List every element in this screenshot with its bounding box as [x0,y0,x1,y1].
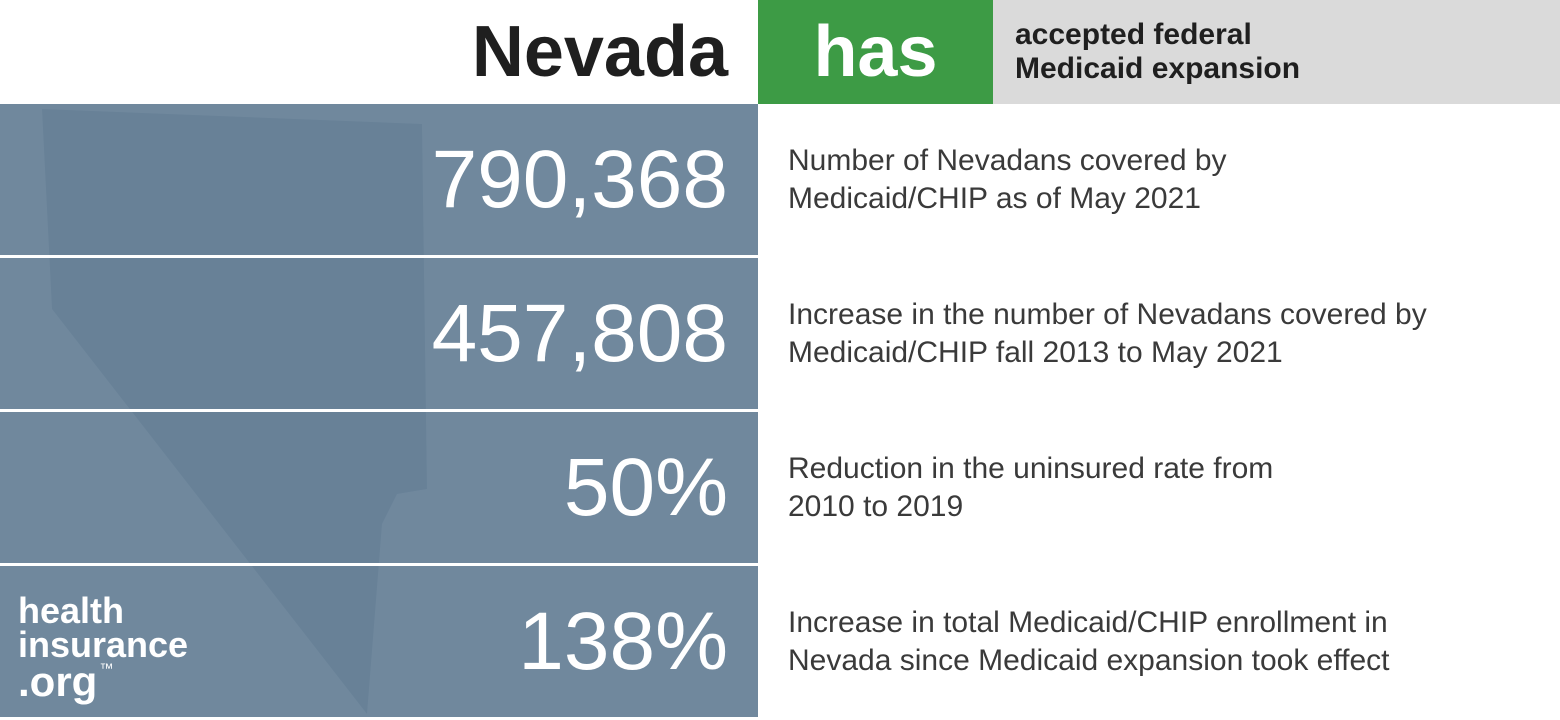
stat-value: 790,368 [432,133,728,227]
stat-description: Number of Nevadans covered byMedicaid/CH… [788,142,1227,217]
stat-row: 457,808 Increase in the number of Nevada… [0,258,1560,412]
stat-value-cell: 790,368 [0,104,758,255]
stats-section: 790,368 Number of Nevadans covered byMed… [0,104,1560,720]
stat-value-cell: 457,808 [0,258,758,409]
stat-value-cell: 50% [0,412,758,563]
stat-desc-cell: Reduction in the uninsured rate from2010… [758,412,1560,563]
stat-row: 138% Increase in total Medicaid/CHIP enr… [0,566,1560,720]
stat-row: 790,368 Number of Nevadans covered byMed… [0,104,1560,258]
stat-value: 457,808 [432,287,728,381]
header-has-cell: has [758,0,993,104]
stat-description: Reduction in the uninsured rate from2010… [788,450,1273,525]
logo-line-2: insurance [18,628,188,662]
stat-desc-cell: Increase in the number of Nevadans cover… [758,258,1560,409]
stat-description: Increase in the number of Nevadans cover… [788,296,1427,371]
source-logo: health insurance .org™ [18,594,188,702]
header-expansion-cell: accepted federalMedicaid expansion [993,0,1560,104]
stat-description: Increase in total Medicaid/CHIP enrollme… [788,604,1389,679]
logo-tm: ™ [99,660,113,676]
expansion-text: accepted federalMedicaid expansion [1015,18,1300,87]
stat-value: 138% [518,595,728,689]
has-text: has [813,11,937,93]
logo-line-1: health [18,594,188,628]
stat-row: 50% Reduction in the uninsured rate from… [0,412,1560,566]
header-row: Nevada has accepted federalMedicaid expa… [0,0,1560,104]
header-state-cell: Nevada [0,0,758,104]
state-name: Nevada [472,11,728,93]
infographic-container: Nevada has accepted federalMedicaid expa… [0,0,1560,720]
logo-line-3: .org [18,658,97,705]
stat-value: 50% [564,441,728,535]
stat-desc-cell: Number of Nevadans covered byMedicaid/CH… [758,104,1560,255]
stat-desc-cell: Increase in total Medicaid/CHIP enrollme… [758,566,1560,717]
